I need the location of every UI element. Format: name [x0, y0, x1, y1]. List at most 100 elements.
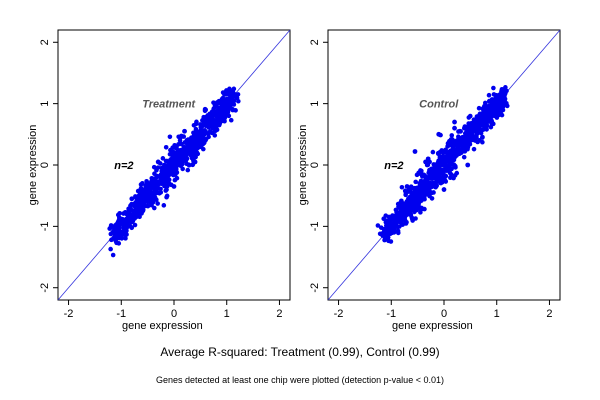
cloud-point	[184, 147, 189, 152]
cloud-point	[397, 214, 403, 219]
cloud-point	[429, 182, 435, 188]
data-point	[415, 194, 421, 200]
cloud-point	[492, 112, 498, 117]
cloud-point	[177, 159, 182, 165]
cloud-point	[193, 140, 199, 146]
x-tick-label: -1	[386, 308, 396, 320]
data-point	[496, 96, 502, 102]
cloud-point	[151, 205, 157, 211]
cloud-point	[477, 123, 483, 129]
cloud-point	[460, 139, 466, 144]
cloud-point	[169, 161, 175, 166]
data-point	[502, 92, 508, 97]
cloud-point	[383, 213, 389, 218]
cloud-point	[212, 133, 218, 138]
detection-caption: Genes detected at least one chip were pl…	[156, 375, 444, 385]
cloud-point	[203, 123, 208, 128]
cloud-point	[486, 92, 492, 98]
data-point	[124, 217, 129, 223]
cloud-point	[472, 125, 477, 131]
cloud-point	[450, 156, 456, 161]
y-tick-label: -2	[309, 283, 321, 293]
cloud-point	[161, 203, 167, 208]
cloud-point	[225, 108, 231, 114]
x-tick-label: -1	[116, 308, 126, 320]
cloud-point	[448, 166, 454, 172]
cloud-point	[466, 115, 472, 120]
cloud-point	[504, 103, 510, 109]
cloud-point	[435, 173, 441, 179]
cloud-point	[152, 171, 157, 176]
cloud-point	[166, 181, 172, 186]
data-point	[404, 184, 410, 189]
data-point	[436, 131, 442, 137]
cloud-point	[398, 218, 404, 223]
data-point	[145, 196, 151, 202]
sample-count-annotation: n=2	[384, 160, 403, 172]
data-point	[394, 216, 399, 222]
data-point	[232, 92, 238, 97]
cloud-point	[489, 114, 494, 120]
cloud-point	[185, 167, 191, 173]
cloud-point	[413, 216, 418, 221]
data-point	[113, 233, 119, 238]
cloud-point	[143, 203, 148, 209]
cloud-point	[171, 171, 177, 176]
cloud-point	[447, 138, 452, 144]
cloud-point	[471, 146, 477, 152]
data-point	[176, 155, 182, 161]
cloud-point	[481, 107, 487, 113]
cloud-point	[155, 201, 160, 206]
cloud-point	[176, 134, 181, 140]
y-tick-label: -1	[39, 221, 51, 231]
x-tick-label: 1	[224, 308, 230, 320]
cloud-point	[206, 113, 212, 119]
cloud-point	[178, 163, 184, 168]
cloud-point	[180, 151, 186, 157]
data-point	[441, 187, 447, 192]
cloud-point	[422, 206, 427, 212]
cloud-point	[429, 166, 434, 172]
cloud-point	[421, 172, 426, 177]
cloud-point	[489, 97, 495, 102]
cloud-point	[404, 189, 410, 195]
cloud-point	[174, 175, 180, 181]
cloud-point	[213, 118, 218, 124]
cloud-point	[117, 210, 123, 216]
data-point	[134, 208, 140, 214]
cloud-point	[378, 225, 384, 230]
data-point	[452, 119, 457, 125]
y-tick-label: 2	[309, 39, 321, 45]
cloud-point	[491, 85, 496, 91]
data-point	[457, 142, 463, 148]
cloud-point	[417, 186, 423, 192]
cloud-point	[464, 142, 470, 147]
cloud-point	[474, 116, 479, 122]
cloud-point	[413, 179, 419, 185]
cloud-point	[222, 92, 227, 97]
cloud-point	[485, 110, 491, 116]
cloud-point	[382, 235, 388, 240]
cloud-point	[213, 102, 219, 107]
cloud-point	[132, 222, 138, 228]
cloud-point	[211, 122, 217, 128]
y-tick-label: 2	[39, 39, 51, 45]
cloud-point	[223, 112, 229, 118]
cloud-point	[489, 119, 495, 124]
cloud-point	[452, 173, 458, 178]
cloud-point	[426, 170, 432, 176]
cloud-point	[158, 186, 163, 192]
x-axis-label: gene expression	[392, 320, 473, 332]
cloud-point	[108, 246, 113, 252]
x-tick-label: 0	[171, 308, 177, 320]
cloud-point	[121, 225, 127, 231]
data-point	[446, 155, 452, 161]
cloud-point	[110, 252, 116, 258]
cloud-point	[118, 218, 124, 223]
data-point	[155, 181, 161, 186]
cloud-point	[488, 124, 494, 130]
y-tick-label: 0	[309, 162, 321, 168]
x-axis-label: gene expression	[122, 320, 203, 332]
data-point	[226, 96, 232, 102]
cloud-point	[438, 178, 444, 184]
